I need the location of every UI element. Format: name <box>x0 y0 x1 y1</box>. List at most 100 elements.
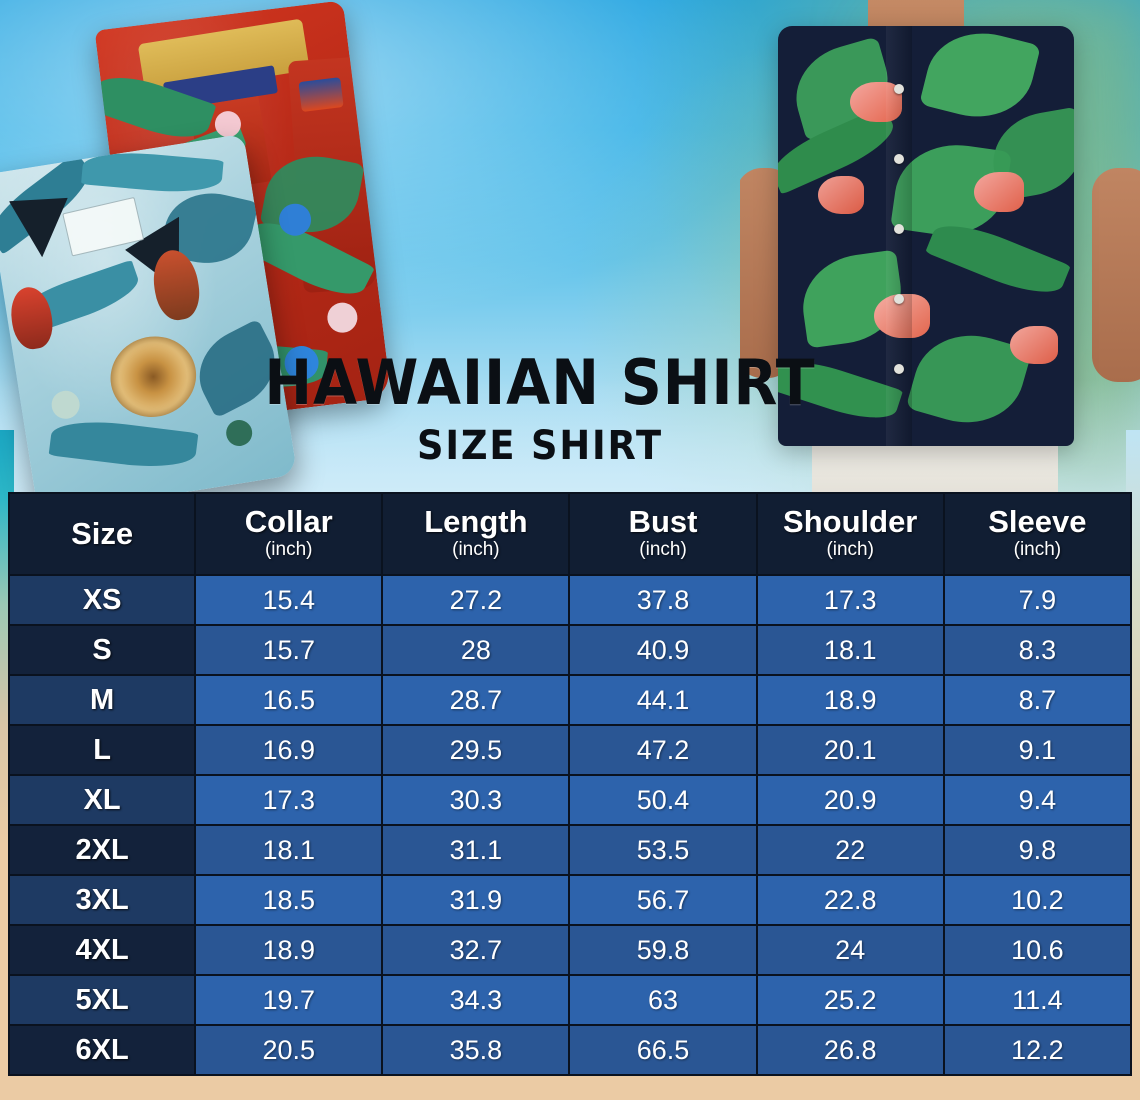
column-header-bust-unit: (inch) <box>639 538 687 560</box>
cell-length: 28 <box>381 624 571 676</box>
cell-bust: 47.2 <box>568 724 758 776</box>
cell-length: 35.8 <box>381 1024 571 1076</box>
cell-collar: 18.9 <box>194 924 384 976</box>
cell-length: 31.9 <box>381 874 571 926</box>
column-header-collar-unit: (inch) <box>264 538 313 560</box>
cell-sleeve: 9.1 <box>942 724 1133 776</box>
column-header-bust-label: Bust <box>628 504 698 540</box>
flamingo-motif <box>850 82 902 122</box>
cell-length: 29.5 <box>381 724 571 776</box>
model-navy-flamingo-shirt <box>778 26 1074 446</box>
cell-size: 6XL <box>7 1024 197 1076</box>
column-header-bust: Bust (inch) <box>568 492 758 576</box>
column-header-shoulder-label: Shoulder <box>783 504 918 540</box>
cell-size: 3XL <box>7 874 197 926</box>
table-row: M 16.5 28.7 44.1 18.9 8.7 <box>7 674 1133 726</box>
cell-sleeve: 8.7 <box>942 674 1133 726</box>
column-header-size-label: Size <box>71 516 134 552</box>
flamingo-motif <box>818 176 864 214</box>
leaf-motif <box>81 148 224 197</box>
header-row: Size Collar (inch) Length (inch) Bust (i… <box>7 492 1133 576</box>
size-chart-table: Size Collar (inch) Length (inch) Bust (i… <box>7 492 1133 1076</box>
shirt-placket <box>886 26 912 446</box>
cell-length: 34.3 <box>381 974 571 1026</box>
cell-shoulder: 25.2 <box>755 974 945 1026</box>
table-row: 3XL 18.5 31.9 56.7 22.8 10.2 <box>7 874 1133 926</box>
shirt-button <box>894 294 904 304</box>
table-row: 2XL 18.1 31.1 53.5 22 9.8 <box>7 824 1133 876</box>
cell-bust: 44.1 <box>568 674 758 726</box>
hibiscus-motif <box>100 325 207 428</box>
cell-sleeve: 8.3 <box>942 624 1133 676</box>
column-header-length-unit: (inch) <box>452 538 500 560</box>
model-photo <box>740 0 1140 500</box>
column-header-sleeve: Sleeve (inch) <box>942 492 1133 576</box>
table-row: XL 17.3 30.3 50.4 20.9 9.4 <box>7 774 1133 826</box>
flower-motif <box>325 300 360 335</box>
cell-shoulder: 22.8 <box>755 874 945 926</box>
cell-size: M <box>7 674 197 726</box>
cell-size: 4XL <box>7 924 197 976</box>
cell-sleeve: 7.9 <box>942 574 1133 626</box>
column-header-size: Size <box>7 492 197 576</box>
monstera-leaf-motif <box>919 26 1041 130</box>
shirt-button <box>894 224 904 234</box>
cell-collar: 16.9 <box>194 724 384 776</box>
cell-size: XL <box>7 774 197 826</box>
cell-collar: 15.7 <box>194 624 384 676</box>
cell-collar: 15.4 <box>194 574 384 626</box>
column-header-length-label: Length <box>424 504 528 540</box>
shirt-button <box>894 364 904 374</box>
table-row: 5XL 19.7 34.3 63 25.2 11.4 <box>7 974 1133 1026</box>
cell-sleeve: 10.6 <box>942 924 1133 976</box>
flower-motif <box>49 388 82 421</box>
cell-shoulder: 20.9 <box>755 774 945 826</box>
cell-bust: 40.9 <box>568 624 758 676</box>
leaf-motif <box>48 415 199 473</box>
column-header-shoulder: Shoulder (inch) <box>755 492 945 576</box>
cell-length: 28.7 <box>381 674 571 726</box>
cell-bust: 53.5 <box>568 824 758 876</box>
folded-shirts-photo <box>0 0 420 516</box>
cell-shoulder: 24 <box>755 924 945 976</box>
cell-bust: 59.8 <box>568 924 758 976</box>
cell-collar: 16.5 <box>194 674 384 726</box>
cell-collar: 18.5 <box>194 874 384 926</box>
cell-sleeve: 12.2 <box>942 1024 1133 1076</box>
cell-sleeve: 10.2 <box>942 874 1133 926</box>
table-body: XS 15.4 27.2 37.8 17.3 7.9 S 15.7 28 40.9 18.1 8.3… <box>7 574 1133 1076</box>
table-header: Size Collar (inch) Length (inch) Bust (i… <box>7 492 1133 576</box>
cell-bust: 37.8 <box>568 574 758 626</box>
cell-bust: 63 <box>568 974 758 1026</box>
red-shirt-brand-print <box>298 77 344 113</box>
column-header-shoulder-unit: (inch) <box>826 538 874 560</box>
shirt-button <box>894 84 904 94</box>
cell-shoulder: 17.3 <box>755 574 945 626</box>
model-right-arm <box>1092 168 1140 382</box>
cell-size: 2XL <box>7 824 197 876</box>
table-row: XS 15.4 27.2 37.8 17.3 7.9 <box>7 574 1133 626</box>
cell-size: L <box>7 724 197 776</box>
table-row: 6XL 20.5 35.8 66.5 26.8 12.2 <box>7 1024 1133 1076</box>
cell-shoulder: 18.9 <box>755 674 945 726</box>
shirt-button <box>894 154 904 164</box>
cell-sleeve: 9.8 <box>942 824 1133 876</box>
cell-sleeve: 9.4 <box>942 774 1133 826</box>
cell-collar: 19.7 <box>194 974 384 1026</box>
cell-length: 27.2 <box>381 574 571 626</box>
cell-length: 32.7 <box>381 924 571 976</box>
column-header-sleeve-label: Sleeve <box>988 504 1087 540</box>
cell-collar: 18.1 <box>194 824 384 876</box>
cell-sleeve: 11.4 <box>942 974 1133 1026</box>
cell-size: 5XL <box>7 974 197 1026</box>
flamingo-motif <box>974 172 1024 212</box>
cell-collar: 20.5 <box>194 1024 384 1076</box>
cell-size: S <box>7 624 197 676</box>
table-row: S 15.7 28 40.9 18.1 8.3 <box>7 624 1133 676</box>
cell-length: 30.3 <box>381 774 571 826</box>
cell-collar: 17.3 <box>194 774 384 826</box>
cell-bust: 56.7 <box>568 874 758 926</box>
cell-bust: 50.4 <box>568 774 758 826</box>
cell-length: 31.1 <box>381 824 571 876</box>
leaf-motif <box>184 318 290 419</box>
